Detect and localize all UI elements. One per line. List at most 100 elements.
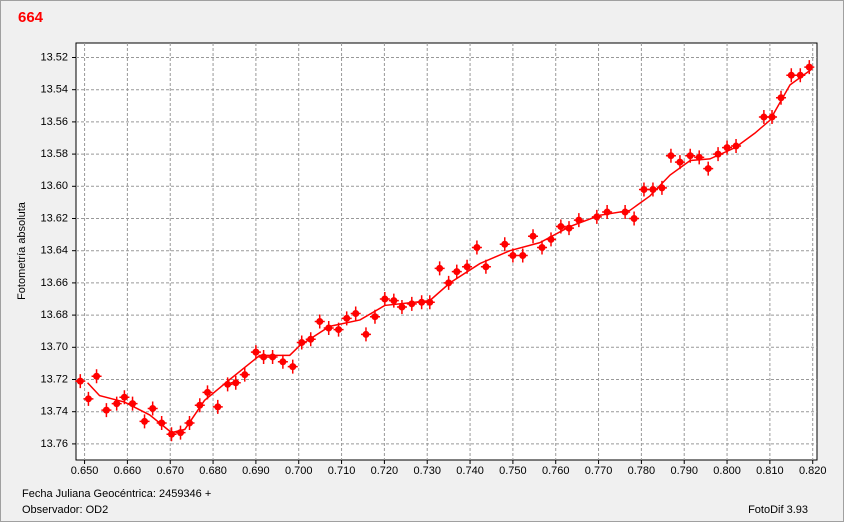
data-point (703, 161, 714, 176)
point-dot (704, 165, 712, 173)
point-dot (279, 358, 287, 366)
x-tick-label: 0.740 (456, 465, 484, 477)
point-dot (473, 243, 481, 251)
data-point (434, 261, 445, 276)
data-point (451, 264, 462, 279)
data-point (665, 148, 676, 163)
data-point (360, 327, 371, 342)
point-dot (352, 309, 360, 317)
data-point (507, 248, 518, 263)
point-dot (640, 186, 648, 194)
point-dot (509, 252, 517, 260)
data-point (499, 237, 510, 252)
y-tick-label: 13.58 (40, 148, 68, 160)
chart-title: 664 (18, 9, 44, 26)
data-point (212, 399, 223, 414)
point-dot (93, 372, 101, 380)
point-dot (260, 353, 268, 361)
point-dot (102, 406, 110, 414)
footer-date: Fecha Juliana Geocéntrica: 2459346 + (22, 488, 211, 500)
point-dot (214, 403, 222, 411)
point-dot (760, 113, 768, 121)
y-tick-label: 13.60 (40, 180, 68, 192)
point-dot (203, 388, 211, 396)
point-dot (529, 232, 537, 240)
x-tick-label: 0.750 (499, 465, 527, 477)
data-point (287, 359, 298, 374)
data-point (379, 291, 390, 306)
data-point (471, 240, 482, 255)
x-tick-label: 0.670 (156, 465, 184, 477)
point-dot (269, 353, 277, 361)
y-tick-label: 13.70 (40, 341, 68, 353)
point-dot (453, 268, 461, 276)
y-tick-label: 13.64 (40, 245, 68, 257)
y-tick-label: 13.54 (40, 84, 68, 96)
point-dot (149, 404, 157, 412)
point-dot (501, 240, 509, 248)
data-point (369, 309, 380, 324)
point-dot (289, 363, 297, 371)
point-dot (723, 144, 731, 152)
data-point (528, 229, 539, 244)
x-tick-label: 0.680 (199, 465, 227, 477)
point-dot (241, 371, 249, 379)
data-point (239, 367, 250, 382)
data-point (629, 211, 640, 226)
point-dot (398, 303, 406, 311)
footer-observer: Observador: OD2 (22, 504, 108, 516)
point-dot (141, 417, 149, 425)
point-dot (120, 393, 128, 401)
x-tick-label: 0.720 (371, 465, 399, 477)
data-point (350, 306, 361, 321)
x-tick-label: 0.700 (285, 465, 313, 477)
point-dot (777, 94, 785, 102)
data-point (388, 293, 399, 308)
x-tick-label: 0.810 (756, 465, 784, 477)
point-dot (381, 295, 389, 303)
data-point (91, 369, 102, 384)
point-dot (686, 152, 694, 160)
x-tick-label: 0.690 (242, 465, 270, 477)
point-dot (519, 252, 527, 260)
point-dot (371, 313, 379, 321)
point-dot (298, 338, 306, 346)
data-point (722, 140, 733, 155)
point-dot (408, 300, 416, 308)
point-dot (463, 263, 471, 271)
data-point (277, 354, 288, 369)
trend-line (87, 68, 813, 434)
data-point (776, 90, 787, 105)
data-point (638, 182, 649, 197)
data-point (156, 415, 167, 430)
point-dot (362, 330, 370, 338)
x-tick-label: 0.760 (542, 465, 570, 477)
x-tick-label: 0.780 (628, 465, 656, 477)
point-dot (667, 152, 675, 160)
point-dot (436, 264, 444, 272)
data-point (341, 311, 352, 326)
data-point (314, 314, 325, 329)
x-tick-label: 0.820 (799, 465, 827, 477)
data-point (101, 403, 112, 418)
point-dot (557, 223, 565, 231)
data-point (147, 401, 158, 416)
data-point (713, 147, 724, 162)
x-tick-label: 0.730 (413, 465, 441, 477)
data-point (230, 375, 241, 390)
x-tick-label: 0.790 (670, 465, 698, 477)
data-point (424, 295, 435, 310)
x-tick-label: 0.650 (71, 465, 99, 477)
point-dot (76, 377, 84, 385)
point-dot (482, 263, 490, 271)
data-point (111, 396, 122, 411)
y-tick-label: 13.72 (40, 373, 68, 385)
data-point (674, 155, 685, 170)
x-tick-label: 0.800 (713, 465, 741, 477)
data-point (786, 68, 797, 83)
data-point (83, 391, 94, 406)
x-tick-label: 0.710 (328, 465, 356, 477)
point-dot (252, 348, 260, 356)
data-point (480, 259, 491, 274)
point-dot (316, 318, 324, 326)
